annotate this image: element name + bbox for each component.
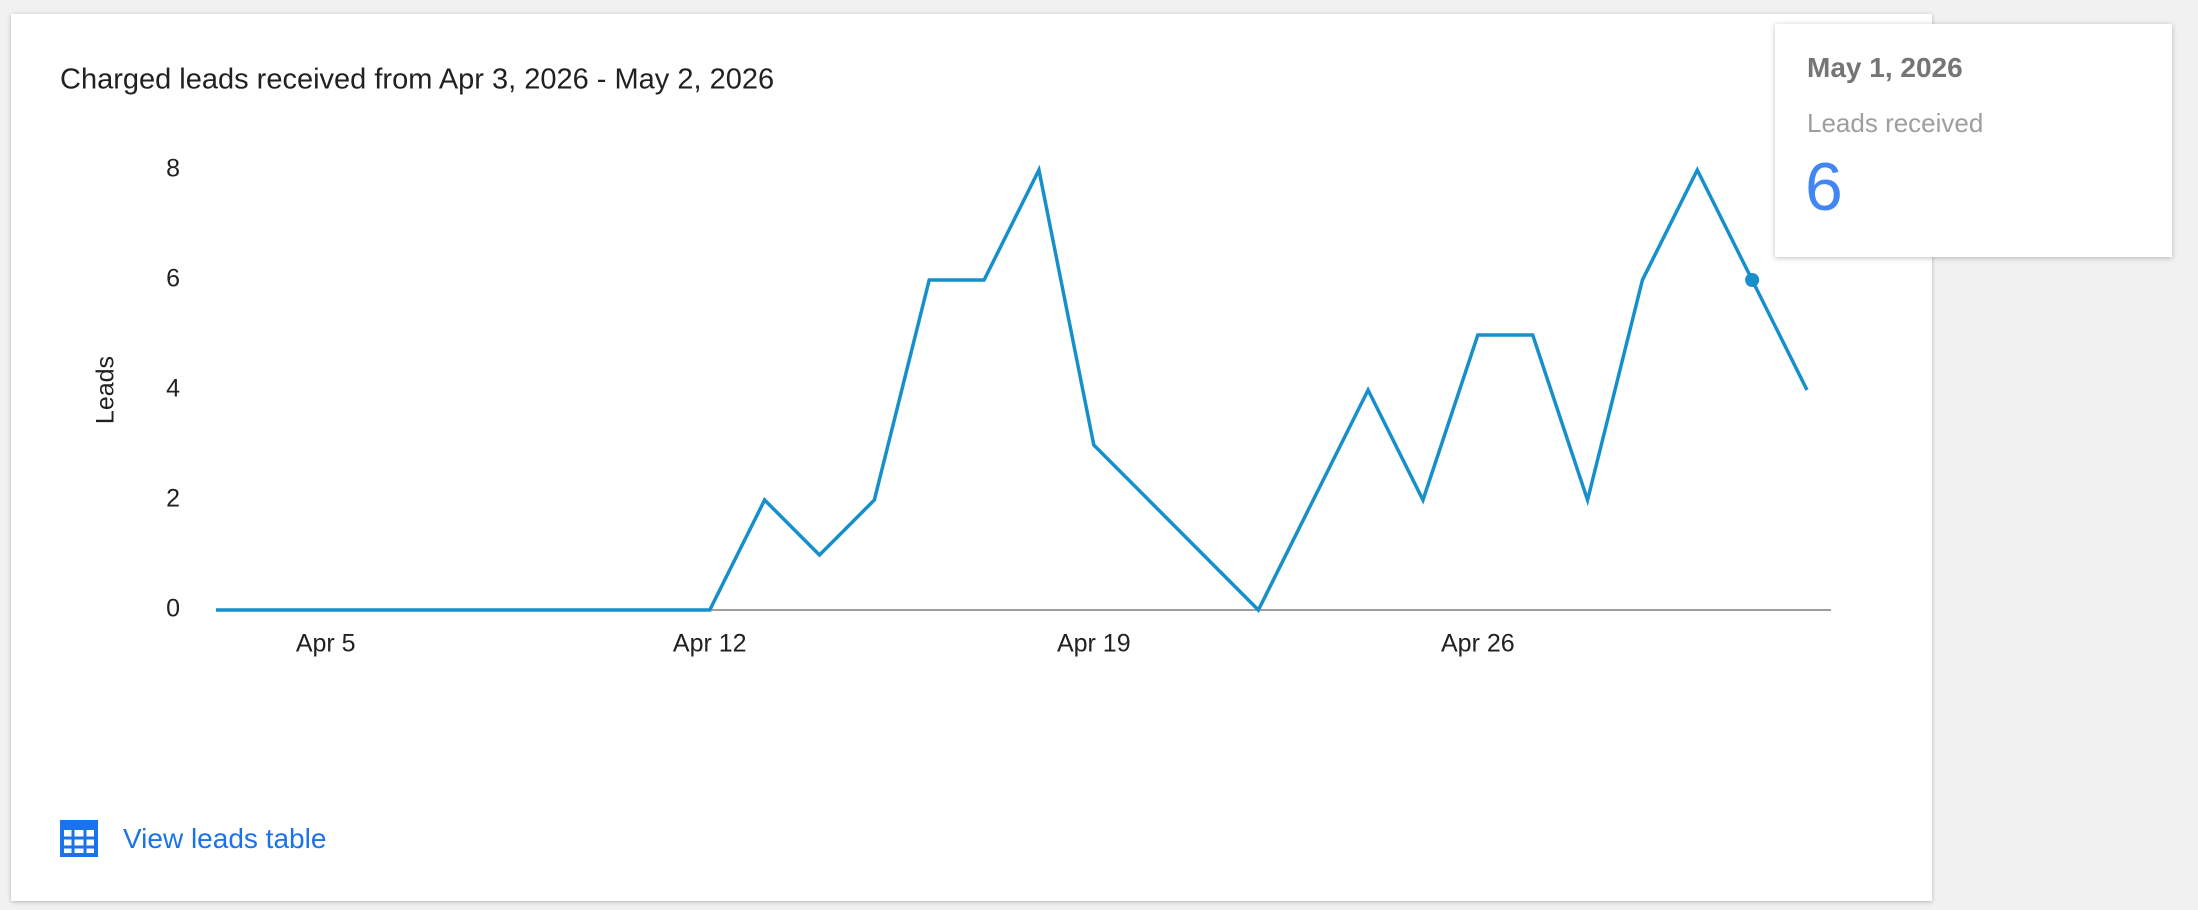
x-tick-label: Apr 12	[673, 630, 747, 658]
hover-point	[1745, 273, 1760, 287]
x-tick-label: Apr 19	[1057, 630, 1131, 658]
y-tick-label: 2	[166, 485, 180, 513]
y-tick-label: 6	[166, 265, 180, 293]
card	[11, 14, 1932, 901]
chart-title: Charged leads received from Apr 3, 2026 …	[60, 64, 774, 96]
tooltip-value: 6	[1805, 149, 1843, 225]
data-line	[216, 164, 1809, 613]
x-tick-label: Apr 26	[1441, 630, 1515, 658]
tooltip-date: May 1, 2026	[1807, 52, 1963, 83]
y-axis-label: Leads	[92, 356, 120, 424]
tooltip: May 1, 2026 Leads received 6	[1775, 24, 2172, 257]
table-icon	[60, 820, 98, 857]
x-tick-label: Apr 5	[296, 630, 356, 658]
y-tick-label: 8	[166, 155, 180, 183]
tooltip-label: Leads received	[1807, 108, 1984, 138]
link-label[interactable]: View leads table	[123, 822, 327, 854]
view-table-link[interactable]: View leads table	[60, 820, 326, 857]
y-tick-label: 4	[166, 375, 180, 403]
y-tick-label: 0	[166, 595, 180, 623]
